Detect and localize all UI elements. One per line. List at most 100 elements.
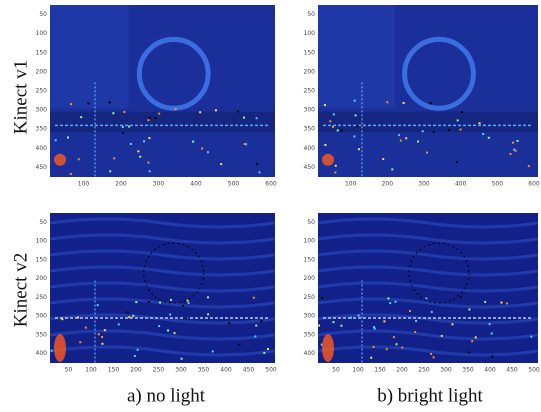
heatmap-speckle	[244, 143, 246, 145]
heatmap-speckle	[148, 119, 150, 121]
heatmap-speckle	[128, 125, 130, 127]
heatmap-speckle	[130, 143, 132, 145]
heatmap-hotspot	[322, 334, 334, 362]
y-tick-label: 150	[304, 256, 316, 263]
heatmap-speckle	[512, 142, 514, 144]
column-caption: b) bright light	[377, 385, 483, 406]
heatmap-speckle	[98, 333, 100, 335]
row-label: Kinect v1	[10, 60, 31, 134]
x-tick-label: 250	[153, 367, 165, 374]
heatmap-speckle	[468, 308, 470, 310]
x-tick-label: 150	[108, 367, 120, 374]
heatmap-speckle	[143, 140, 145, 142]
heatmap-speckle	[109, 170, 111, 172]
y-tick-label: 450	[304, 164, 316, 171]
y-tick-label: 300	[36, 107, 48, 114]
heatmap-speckle	[515, 150, 517, 152]
y-tick-label: 50	[39, 11, 47, 18]
heatmap-speckle	[122, 132, 124, 134]
heatmap-speckle	[128, 316, 130, 318]
heatmap-speckle	[78, 158, 80, 160]
heatmap-speckle	[182, 305, 184, 307]
heatmap-speckle	[475, 336, 477, 338]
heatmap-speckle	[396, 343, 398, 345]
heatmap-speckle	[61, 318, 63, 320]
heatmap-speckle	[97, 304, 99, 306]
heatmap-speckle	[461, 111, 463, 113]
heatmap-speckle	[395, 301, 397, 303]
row-label: Kinect v2	[10, 253, 31, 327]
heatmap-speckle	[174, 332, 176, 334]
heatmap-speckle	[479, 122, 481, 124]
heatmap-speckle	[491, 356, 493, 358]
y-tick-label: 400	[36, 350, 48, 357]
heatmap-speckle	[324, 144, 326, 146]
x-tick-label: 400	[484, 367, 496, 374]
x-tick-label: 600	[265, 181, 277, 188]
heatmap-speckle	[468, 351, 470, 353]
x-tick-label: 50	[332, 367, 340, 374]
x-tick-label: 300	[175, 367, 187, 374]
heatmap-speckle	[104, 329, 106, 331]
heatmap-speckle	[79, 341, 81, 343]
x-tick-label: 300	[418, 181, 430, 188]
heatmap-speckle	[373, 346, 375, 348]
x-tick-label: 200	[396, 367, 408, 374]
heatmap-speckle	[169, 313, 171, 315]
heatmap-speckle	[500, 302, 502, 304]
y-tick-label: 150	[36, 49, 48, 56]
heatmap-speckle	[132, 315, 134, 317]
y-tick-label: 50	[39, 219, 47, 226]
heatmap-speckle	[255, 325, 257, 327]
heatmap-speckle	[318, 325, 320, 327]
heatmap-speckle	[258, 171, 260, 173]
heatmap-speckle	[123, 111, 125, 113]
heatmap-speckle	[387, 297, 389, 299]
heatmap-speckle	[126, 311, 128, 313]
heatmap-speckle	[430, 102, 432, 104]
y-tick-label: 150	[36, 256, 48, 263]
heatmap-speckle	[147, 162, 149, 164]
heatmap-speckle	[530, 336, 532, 338]
x-tick-label: 500	[528, 367, 540, 374]
heatmap-speckle	[188, 302, 190, 304]
heatmap-speckle	[417, 141, 419, 143]
y-tick-label: 300	[304, 313, 316, 320]
heatmap-speckle	[137, 150, 139, 152]
heatmap-speckle	[149, 117, 151, 119]
heatmap-speckle	[263, 352, 265, 354]
heatmap-speckle	[77, 317, 79, 319]
heatmap-speckle	[430, 353, 432, 355]
y-tick-label: 100	[36, 238, 48, 245]
x-tick-label: 500	[265, 367, 277, 374]
heatmap-speckle	[85, 327, 87, 329]
heatmap-speckle	[382, 158, 384, 160]
heatmap-speckle	[460, 296, 462, 298]
y-tick-label: 100	[304, 238, 316, 245]
heatmap-speckle	[431, 311, 433, 313]
heatmap-speckle	[460, 129, 462, 131]
heatmap-speckle	[154, 117, 156, 119]
x-tick-label: 150	[374, 367, 386, 374]
heatmap-speckle	[324, 104, 326, 106]
heatmap-speckle	[215, 109, 217, 111]
heatmap-speckle	[80, 116, 82, 118]
y-tick-label: 350	[36, 126, 48, 133]
heatmap-speckle	[357, 125, 359, 127]
heatmap-speckle	[393, 336, 395, 338]
heatmap-speckle	[350, 317, 352, 319]
figure: Kinect v1 Kinect v2 a) no light b) brigh…	[0, 0, 541, 412]
heatmap-speckle	[112, 112, 114, 114]
heatmap-speckle	[185, 317, 187, 319]
heatmap-speckle	[457, 119, 459, 121]
heatmap-speckle	[174, 108, 176, 110]
x-tick-label: 350	[198, 367, 210, 374]
y-tick-label: 200	[304, 68, 316, 75]
heatmap-speckle	[101, 343, 103, 345]
heatmap-region	[318, 5, 395, 108]
heatmap-speckle	[335, 165, 337, 167]
x-tick-label: 500	[228, 181, 240, 188]
heatmap-hotspot	[54, 154, 66, 166]
heatmap-speckle	[337, 129, 339, 131]
heatmap-speckle	[181, 358, 183, 360]
